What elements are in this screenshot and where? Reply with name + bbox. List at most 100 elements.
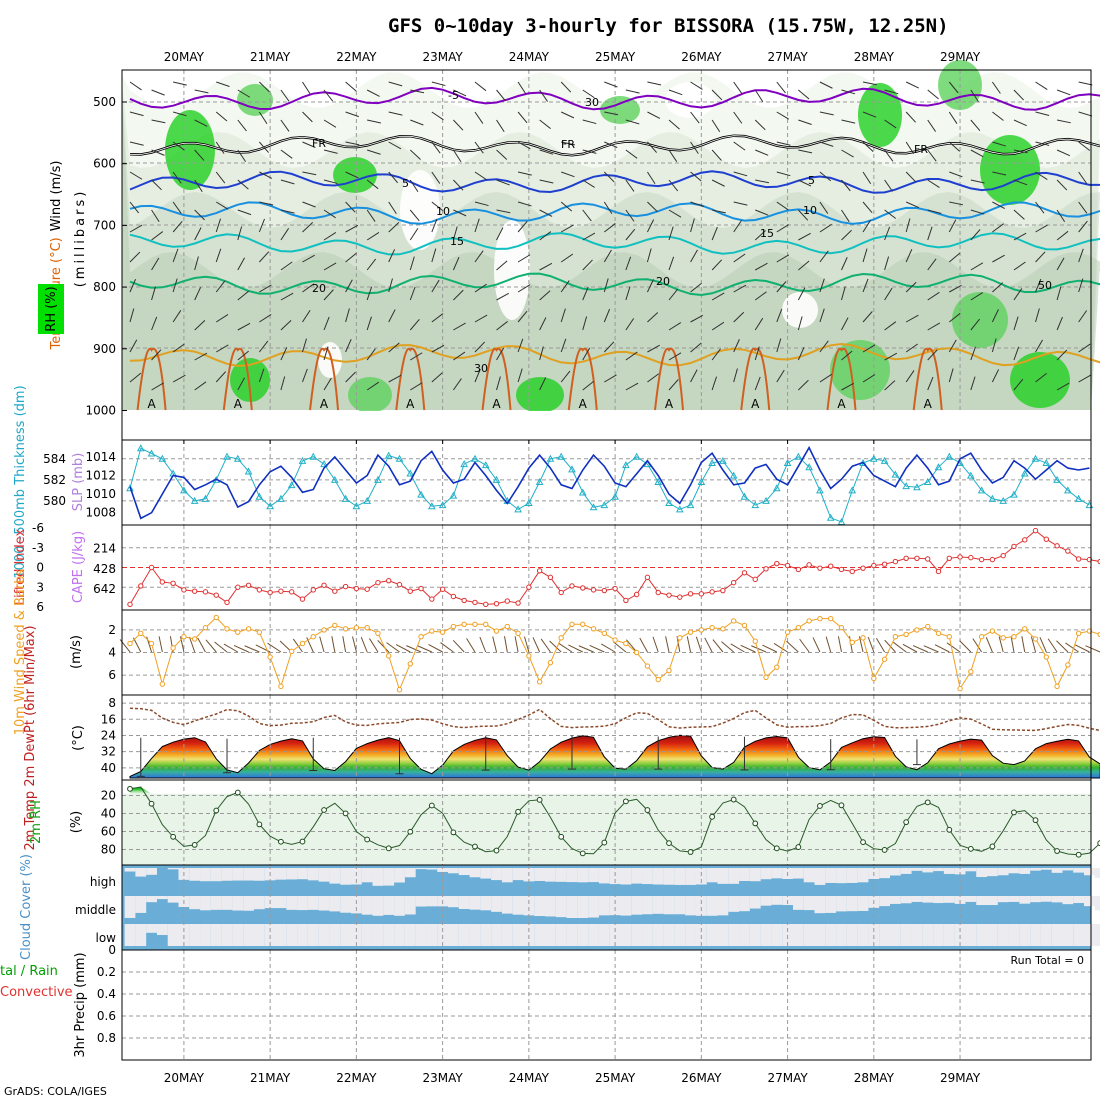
li-point [299,596,306,602]
upper-wind-barb [905,281,917,293]
thickness-point [816,486,824,494]
upper-wind-barb [582,347,591,361]
rh2m-unit: (%) [69,811,84,834]
wind10-point [752,638,758,644]
upper-wind-barb [819,278,825,293]
li-point [170,580,176,586]
cloud-clear-cell [1019,896,1031,904]
li-point [1043,536,1050,542]
upper-wind-barb [194,381,207,391]
cloud-clear-cell [167,868,179,870]
li-point [364,586,370,592]
upper-wind-barb [129,111,144,117]
upper-wind-barb [690,314,704,323]
upper-wind-barb [215,280,226,293]
upper-wind-barb [668,352,682,361]
rh-label: RH (%) [44,286,59,331]
upper-wind-barb [840,286,846,301]
wind10-point [515,630,521,637]
rh2m-point [450,829,457,836]
wind10-point [461,621,467,627]
wind10-point [698,627,705,633]
cloud-clear-cell [620,868,632,885]
cloud-clear-cell [976,868,988,878]
upper-wind-barb [948,81,959,94]
upper-wind-barb [754,346,760,361]
wind10-point [763,674,769,681]
wind10-barb [205,639,217,653]
upper-wind-barb [172,248,179,263]
upper-wind-barb [927,349,938,361]
cloud-clear-cell [307,896,319,910]
precip-tick-0.4: 0.4 [97,987,116,1001]
upper-wind-barb [453,209,467,217]
rh2m-point [364,836,371,843]
upper-wind-barb [733,111,743,124]
pressure-tick-600: 600 [93,157,116,171]
upper-wind-barb [496,260,508,271]
upper-wind-barb [1035,278,1042,293]
wind10-barb [352,636,357,653]
upper-wind-barb [625,256,632,271]
upper-wind-barb [711,149,722,161]
wind10-barb [740,644,756,653]
upper-wind-barb [1078,278,1084,293]
upper-wind-barb [1035,141,1050,146]
thickness-point [622,461,630,469]
upper-wind-barb [1013,179,1028,186]
cloud-clear-cell [415,896,427,907]
upper-wind-barb [194,149,205,161]
upper-wind-barb [151,149,165,156]
wind10-point [817,615,823,622]
upper-wind-barb [323,377,332,391]
upper-wind-barb [280,228,290,241]
upper-wind-barb [1056,382,1070,391]
cloud-clear-cell [275,924,287,946]
wind10-point [774,664,780,670]
temp2m-tick-16: 16 [101,712,116,726]
upper-wind-barb [302,368,308,383]
cloud-clear-cell [728,868,740,884]
li-point [644,574,651,581]
upper-wind-barb [927,226,933,241]
upper-wind-barb [776,254,790,263]
upper-wind-barb [302,338,308,353]
li-point [946,555,952,561]
upper-wind-barb [647,201,658,213]
upper-wind-barb [237,209,252,216]
li-point [148,564,155,571]
upper-wind-barb [798,179,812,187]
rh2m-point [644,807,651,813]
wind10-barb [773,643,788,653]
wind10-barb [244,645,260,653]
rh-green-patch-8 [230,358,270,402]
cloud-clear-cell [372,924,384,946]
upper-wind-barb [582,179,595,188]
date-label-top-3: 23MAY [423,50,464,64]
upper-wind-barb [690,201,704,207]
upper-wind-barb [431,344,445,353]
upper-wind-barb [496,119,505,132]
upper-wind-barb [905,141,915,155]
upper-wind-barb [841,179,851,192]
wind10-point [396,687,403,693]
contour-label-m5: -5 [448,89,459,102]
date-label-bottom-5: 25MAY [595,1071,636,1085]
upper-wind-barb [927,258,937,271]
upper-wind-barb [1013,209,1025,220]
pressure-tick-500: 500 [93,95,116,109]
rh2m-floor [122,793,1091,865]
upper-wind-barb [927,209,942,214]
upper-wind-barb [970,179,985,184]
upper-wind-barb [151,89,165,96]
li-point [202,589,209,595]
upper-wind-barb [409,209,420,222]
upper-wind-barb [151,179,162,191]
upper-wind-barb [647,81,662,86]
upper-wind-barb [151,349,162,361]
surface-loop-5 [567,347,598,411]
wind10-barb [504,636,508,653]
cloud-clear-cell [329,896,341,912]
cloud-clear-cell [631,868,643,884]
upper-wind-barb [172,278,178,293]
